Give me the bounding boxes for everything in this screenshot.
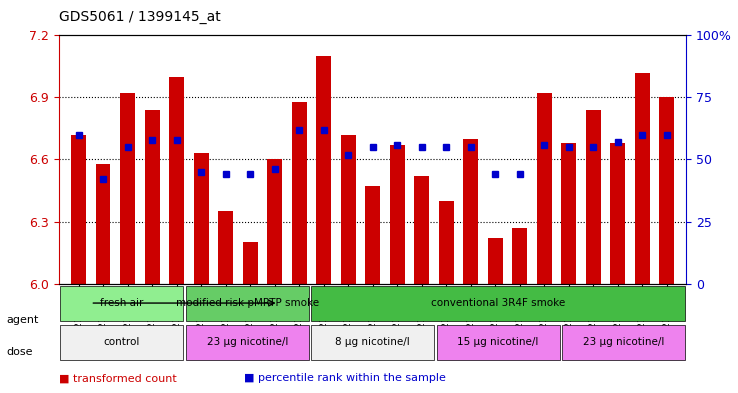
FancyBboxPatch shape — [311, 285, 685, 321]
Text: 15 μg nicotine/l: 15 μg nicotine/l — [458, 337, 539, 347]
Bar — [537, 93, 551, 284]
Bar — [96, 163, 111, 284]
Bar — [317, 56, 331, 284]
FancyBboxPatch shape — [186, 285, 308, 321]
Bar — [72, 135, 86, 284]
FancyBboxPatch shape — [61, 325, 183, 360]
FancyBboxPatch shape — [437, 325, 559, 360]
Bar — [659, 97, 674, 284]
Text: dose: dose — [6, 347, 32, 357]
Bar — [267, 160, 282, 284]
Bar — [414, 176, 429, 284]
Bar — [463, 139, 478, 284]
FancyBboxPatch shape — [186, 325, 308, 360]
Bar — [194, 153, 209, 284]
Text: GDS5061 / 1399145_at: GDS5061 / 1399145_at — [59, 9, 221, 24]
Text: 23 μg nicotine/l: 23 μg nicotine/l — [207, 337, 288, 347]
Bar — [341, 135, 356, 284]
Text: agent: agent — [6, 315, 38, 325]
Bar — [512, 228, 527, 284]
Bar — [488, 238, 503, 284]
Text: modified risk pMRTP smoke: modified risk pMRTP smoke — [176, 298, 319, 308]
Text: control: control — [103, 337, 140, 347]
Bar — [390, 145, 404, 284]
Text: 8 μg nicotine/l: 8 μg nicotine/l — [335, 337, 410, 347]
Text: conventional 3R4F smoke: conventional 3R4F smoke — [431, 298, 565, 308]
Text: 23 μg nicotine/l: 23 μg nicotine/l — [583, 337, 664, 347]
Bar — [610, 143, 625, 284]
Text: ■ percentile rank within the sample: ■ percentile rank within the sample — [244, 373, 446, 383]
Bar — [120, 93, 135, 284]
FancyBboxPatch shape — [61, 285, 183, 321]
Bar — [635, 73, 649, 284]
Text: ■ transformed count: ■ transformed count — [59, 373, 177, 383]
Bar — [169, 77, 184, 284]
Bar — [292, 101, 306, 284]
Bar — [218, 211, 233, 284]
FancyBboxPatch shape — [311, 325, 434, 360]
Bar — [145, 110, 159, 284]
Bar — [243, 242, 258, 284]
Bar — [365, 186, 380, 284]
Bar — [439, 201, 454, 284]
Bar — [562, 143, 576, 284]
Text: fresh air: fresh air — [100, 298, 143, 308]
FancyBboxPatch shape — [562, 325, 685, 360]
Bar — [586, 110, 601, 284]
